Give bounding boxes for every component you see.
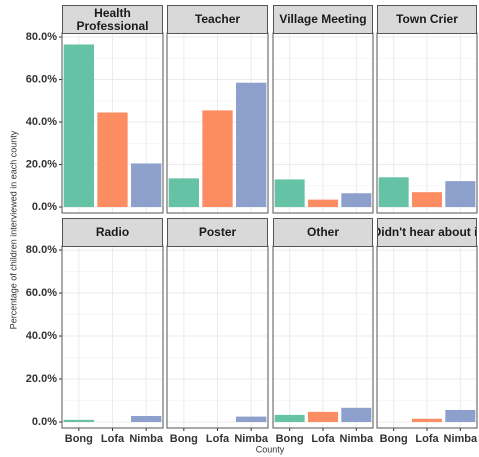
x-axis-label: County bbox=[256, 444, 285, 454]
y-tick-label: 60.0% bbox=[26, 287, 57, 299]
x-tick-label: Bong bbox=[65, 433, 93, 445]
bar bbox=[63, 44, 94, 208]
x-tick-label: Lofa bbox=[101, 433, 125, 445]
facet-strip: Teacher bbox=[167, 5, 268, 34]
x-tick-label: Bong bbox=[170, 433, 198, 445]
facet-title: Village Meeting bbox=[279, 12, 367, 26]
facet-title: Other bbox=[306, 225, 339, 239]
facet-strip: Radio bbox=[62, 218, 163, 247]
bar bbox=[341, 407, 372, 422]
y-tick-label: 20.0% bbox=[26, 373, 57, 385]
facet-title: Radio bbox=[95, 225, 130, 239]
x-tick-label: Nimba bbox=[234, 433, 269, 445]
bar bbox=[308, 411, 338, 422]
y-tick-label: 60.0% bbox=[26, 73, 57, 85]
y-tick-label: 0.0% bbox=[32, 201, 57, 213]
facet-strip: Health Professional bbox=[62, 5, 163, 34]
bar bbox=[308, 199, 338, 208]
facet-strip: Didn't hear about it bbox=[377, 218, 477, 247]
x-tick-label: Lofa bbox=[206, 433, 230, 445]
bar bbox=[202, 110, 233, 208]
facet-title: Health Professional bbox=[76, 5, 149, 33]
facet-title: Teacher bbox=[194, 12, 241, 26]
x-tick-label: Lofa bbox=[415, 433, 439, 445]
bar bbox=[412, 418, 442, 422]
bar bbox=[131, 415, 162, 422]
bar bbox=[131, 163, 162, 208]
y-tick-label: 80.0% bbox=[26, 31, 57, 43]
bar bbox=[341, 193, 372, 208]
facet-title: Didn't hear about it bbox=[377, 225, 477, 239]
x-tick-label: Bong bbox=[380, 433, 408, 445]
bar bbox=[274, 179, 305, 208]
bar bbox=[97, 112, 128, 208]
y-tick-label: 40.0% bbox=[26, 116, 57, 128]
facet-title: Poster bbox=[198, 225, 237, 239]
y-tick-label: 40.0% bbox=[26, 330, 57, 342]
y-tick-label: 80.0% bbox=[26, 244, 57, 256]
bar bbox=[168, 178, 199, 208]
bar bbox=[445, 409, 476, 422]
facet-strip: Town Crier bbox=[377, 5, 477, 34]
x-tick-label: Nimba bbox=[340, 433, 375, 445]
facet-strip: Village Meeting bbox=[273, 5, 373, 34]
bar bbox=[274, 414, 305, 422]
x-tick-label: Bong bbox=[276, 433, 304, 445]
y-tick-label: 0.0% bbox=[32, 416, 57, 428]
y-tick-label: 20.0% bbox=[26, 158, 57, 170]
bar bbox=[236, 416, 267, 422]
x-tick-label: Lofa bbox=[311, 433, 335, 445]
facet-strip: Other bbox=[273, 218, 373, 247]
bar bbox=[236, 82, 267, 208]
bar bbox=[412, 192, 442, 208]
facet-strip: Poster bbox=[167, 218, 268, 247]
x-tick-label: Nimba bbox=[129, 433, 164, 445]
x-tick-label: Nimba bbox=[444, 433, 479, 445]
y-axis-label: Percentage of children interviewed in ea… bbox=[8, 130, 18, 329]
bar bbox=[63, 419, 94, 422]
facet-title: Town Crier bbox=[396, 12, 458, 26]
bar bbox=[445, 181, 476, 208]
bar bbox=[378, 177, 409, 208]
